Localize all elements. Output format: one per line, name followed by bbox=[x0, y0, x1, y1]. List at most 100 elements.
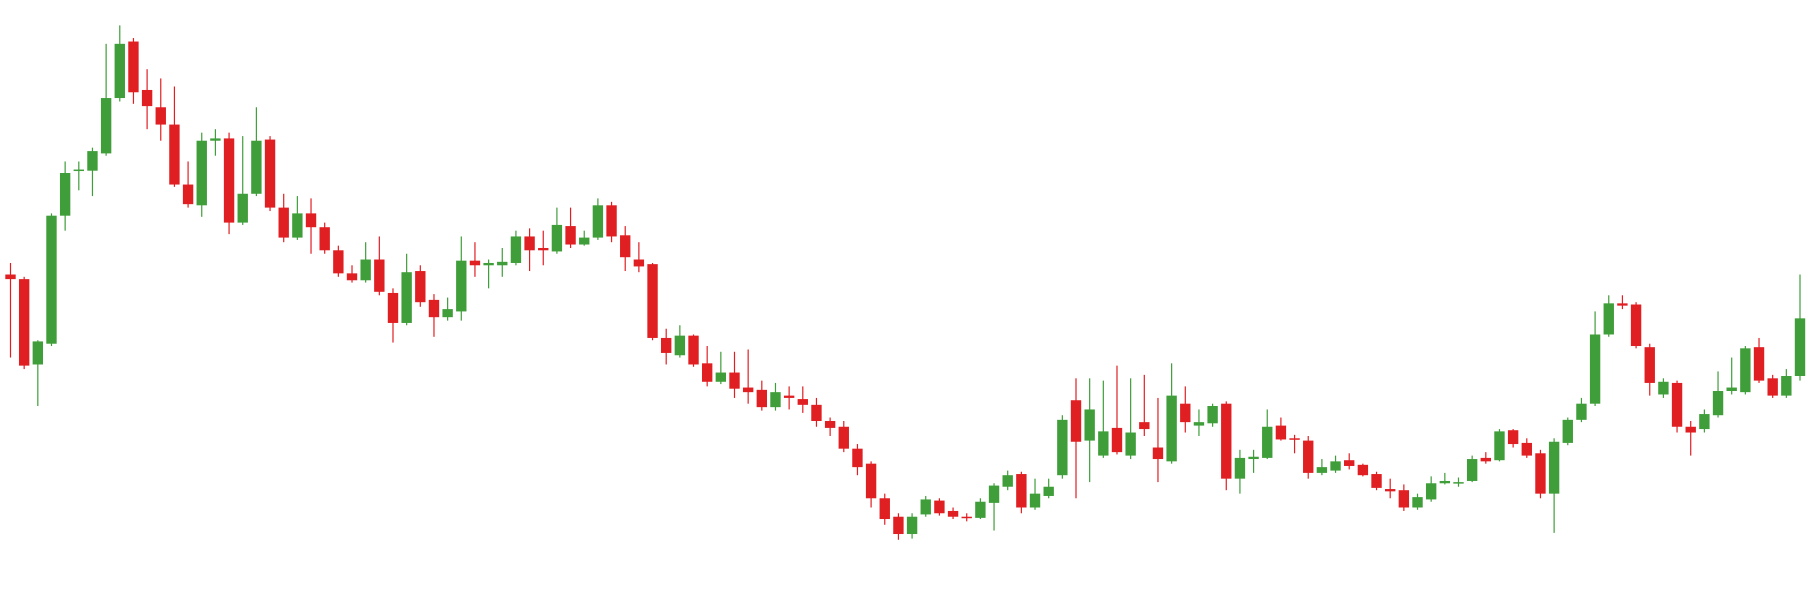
candle-body bbox=[579, 237, 590, 245]
candle-body bbox=[852, 448, 863, 468]
candle-body bbox=[961, 516, 972, 519]
candle-body bbox=[633, 259, 645, 267]
candle-body bbox=[934, 500, 945, 514]
candle-body bbox=[1070, 400, 1082, 442]
candle-body bbox=[401, 272, 412, 323]
candle-body bbox=[538, 247, 549, 251]
candle-body bbox=[469, 260, 481, 266]
candle-body bbox=[1043, 486, 1054, 496]
candle-body bbox=[865, 463, 877, 499]
candle-body bbox=[1384, 489, 1396, 492]
candle-body bbox=[1207, 405, 1218, 424]
candle-body bbox=[1180, 403, 1191, 423]
candle-body bbox=[715, 372, 727, 382]
candle-body bbox=[893, 516, 904, 535]
candle-body bbox=[360, 259, 371, 281]
candle-body bbox=[1671, 382, 1683, 427]
candle-body bbox=[920, 499, 931, 515]
candle-body bbox=[606, 205, 617, 237]
candle-body bbox=[374, 259, 385, 292]
candle-body bbox=[278, 207, 289, 238]
candle-body bbox=[1439, 480, 1451, 484]
candle-body bbox=[1234, 457, 1246, 479]
candle-body bbox=[1111, 427, 1123, 453]
candle-body bbox=[947, 510, 959, 517]
candle-body bbox=[1576, 403, 1587, 420]
candle-body bbox=[797, 399, 808, 405]
candle-body bbox=[1617, 303, 1628, 306]
candle-body bbox=[1357, 464, 1369, 476]
candle-body bbox=[988, 485, 1000, 503]
candle-body bbox=[114, 43, 125, 99]
candle-body bbox=[674, 335, 686, 356]
candle-body bbox=[100, 98, 112, 154]
candle-body bbox=[1289, 438, 1300, 440]
candle-body bbox=[497, 261, 508, 266]
candle-body bbox=[824, 420, 836, 428]
candle-body bbox=[1125, 432, 1136, 456]
candle-body bbox=[1781, 376, 1792, 396]
candle-body bbox=[1303, 440, 1314, 473]
candle-body bbox=[524, 236, 535, 251]
candle-body bbox=[1412, 497, 1423, 508]
candle-body bbox=[1658, 381, 1669, 395]
candle-body bbox=[1794, 318, 1806, 377]
candle-body bbox=[210, 138, 221, 141]
candle-body bbox=[87, 151, 98, 171]
candle-body bbox=[264, 139, 276, 208]
candle-body bbox=[811, 404, 822, 421]
candle-body bbox=[1603, 303, 1614, 335]
candle-body bbox=[169, 124, 180, 185]
candle-body bbox=[510, 236, 522, 263]
candle-body bbox=[196, 140, 207, 206]
candle-body bbox=[155, 107, 166, 125]
candle-body bbox=[729, 372, 740, 389]
candle-body bbox=[770, 392, 781, 408]
candle-body bbox=[1480, 457, 1492, 462]
candle-body bbox=[46, 215, 57, 344]
candle-body bbox=[1726, 387, 1737, 392]
candle-body bbox=[1002, 475, 1013, 487]
candle-body bbox=[59, 173, 71, 216]
candle-body bbox=[1494, 431, 1505, 461]
candle-body bbox=[1248, 456, 1259, 460]
candle-body bbox=[319, 227, 330, 251]
candle-body bbox=[387, 292, 399, 323]
candle-body bbox=[1193, 422, 1205, 426]
candle-body bbox=[688, 335, 699, 365]
candle-body bbox=[551, 224, 563, 252]
candle-body bbox=[1371, 474, 1382, 488]
candle-body bbox=[237, 193, 248, 223]
candle-body bbox=[1425, 483, 1437, 500]
candle-body bbox=[1016, 474, 1027, 508]
candle-body bbox=[415, 271, 426, 303]
candle-body bbox=[1398, 490, 1410, 508]
candle-body bbox=[1453, 482, 1464, 484]
candle-body bbox=[1767, 378, 1778, 396]
candle-body bbox=[1221, 403, 1232, 479]
candle-body bbox=[1699, 414, 1710, 430]
candle-body bbox=[32, 341, 44, 365]
candle-body bbox=[1152, 447, 1164, 460]
candle-body bbox=[1275, 425, 1287, 440]
candle-body bbox=[1548, 441, 1560, 494]
candle-body bbox=[428, 299, 440, 318]
candle-body bbox=[223, 138, 235, 223]
candle-body bbox=[182, 184, 194, 205]
candle-body bbox=[251, 140, 262, 194]
candle-body bbox=[1712, 391, 1724, 416]
candle-body bbox=[879, 498, 890, 520]
candle-body bbox=[592, 205, 604, 238]
candle-body bbox=[1084, 409, 1095, 441]
candle-body bbox=[1098, 431, 1109, 456]
candle-body bbox=[783, 395, 795, 398]
candle-body bbox=[647, 264, 658, 338]
candle-body bbox=[661, 337, 672, 353]
candle-body bbox=[73, 169, 84, 172]
candle-body bbox=[346, 273, 358, 281]
candle-body bbox=[701, 363, 713, 382]
candle-body bbox=[1507, 430, 1519, 445]
candle-body bbox=[5, 274, 16, 280]
candle-body bbox=[1535, 453, 1546, 494]
candle-body bbox=[906, 516, 918, 535]
